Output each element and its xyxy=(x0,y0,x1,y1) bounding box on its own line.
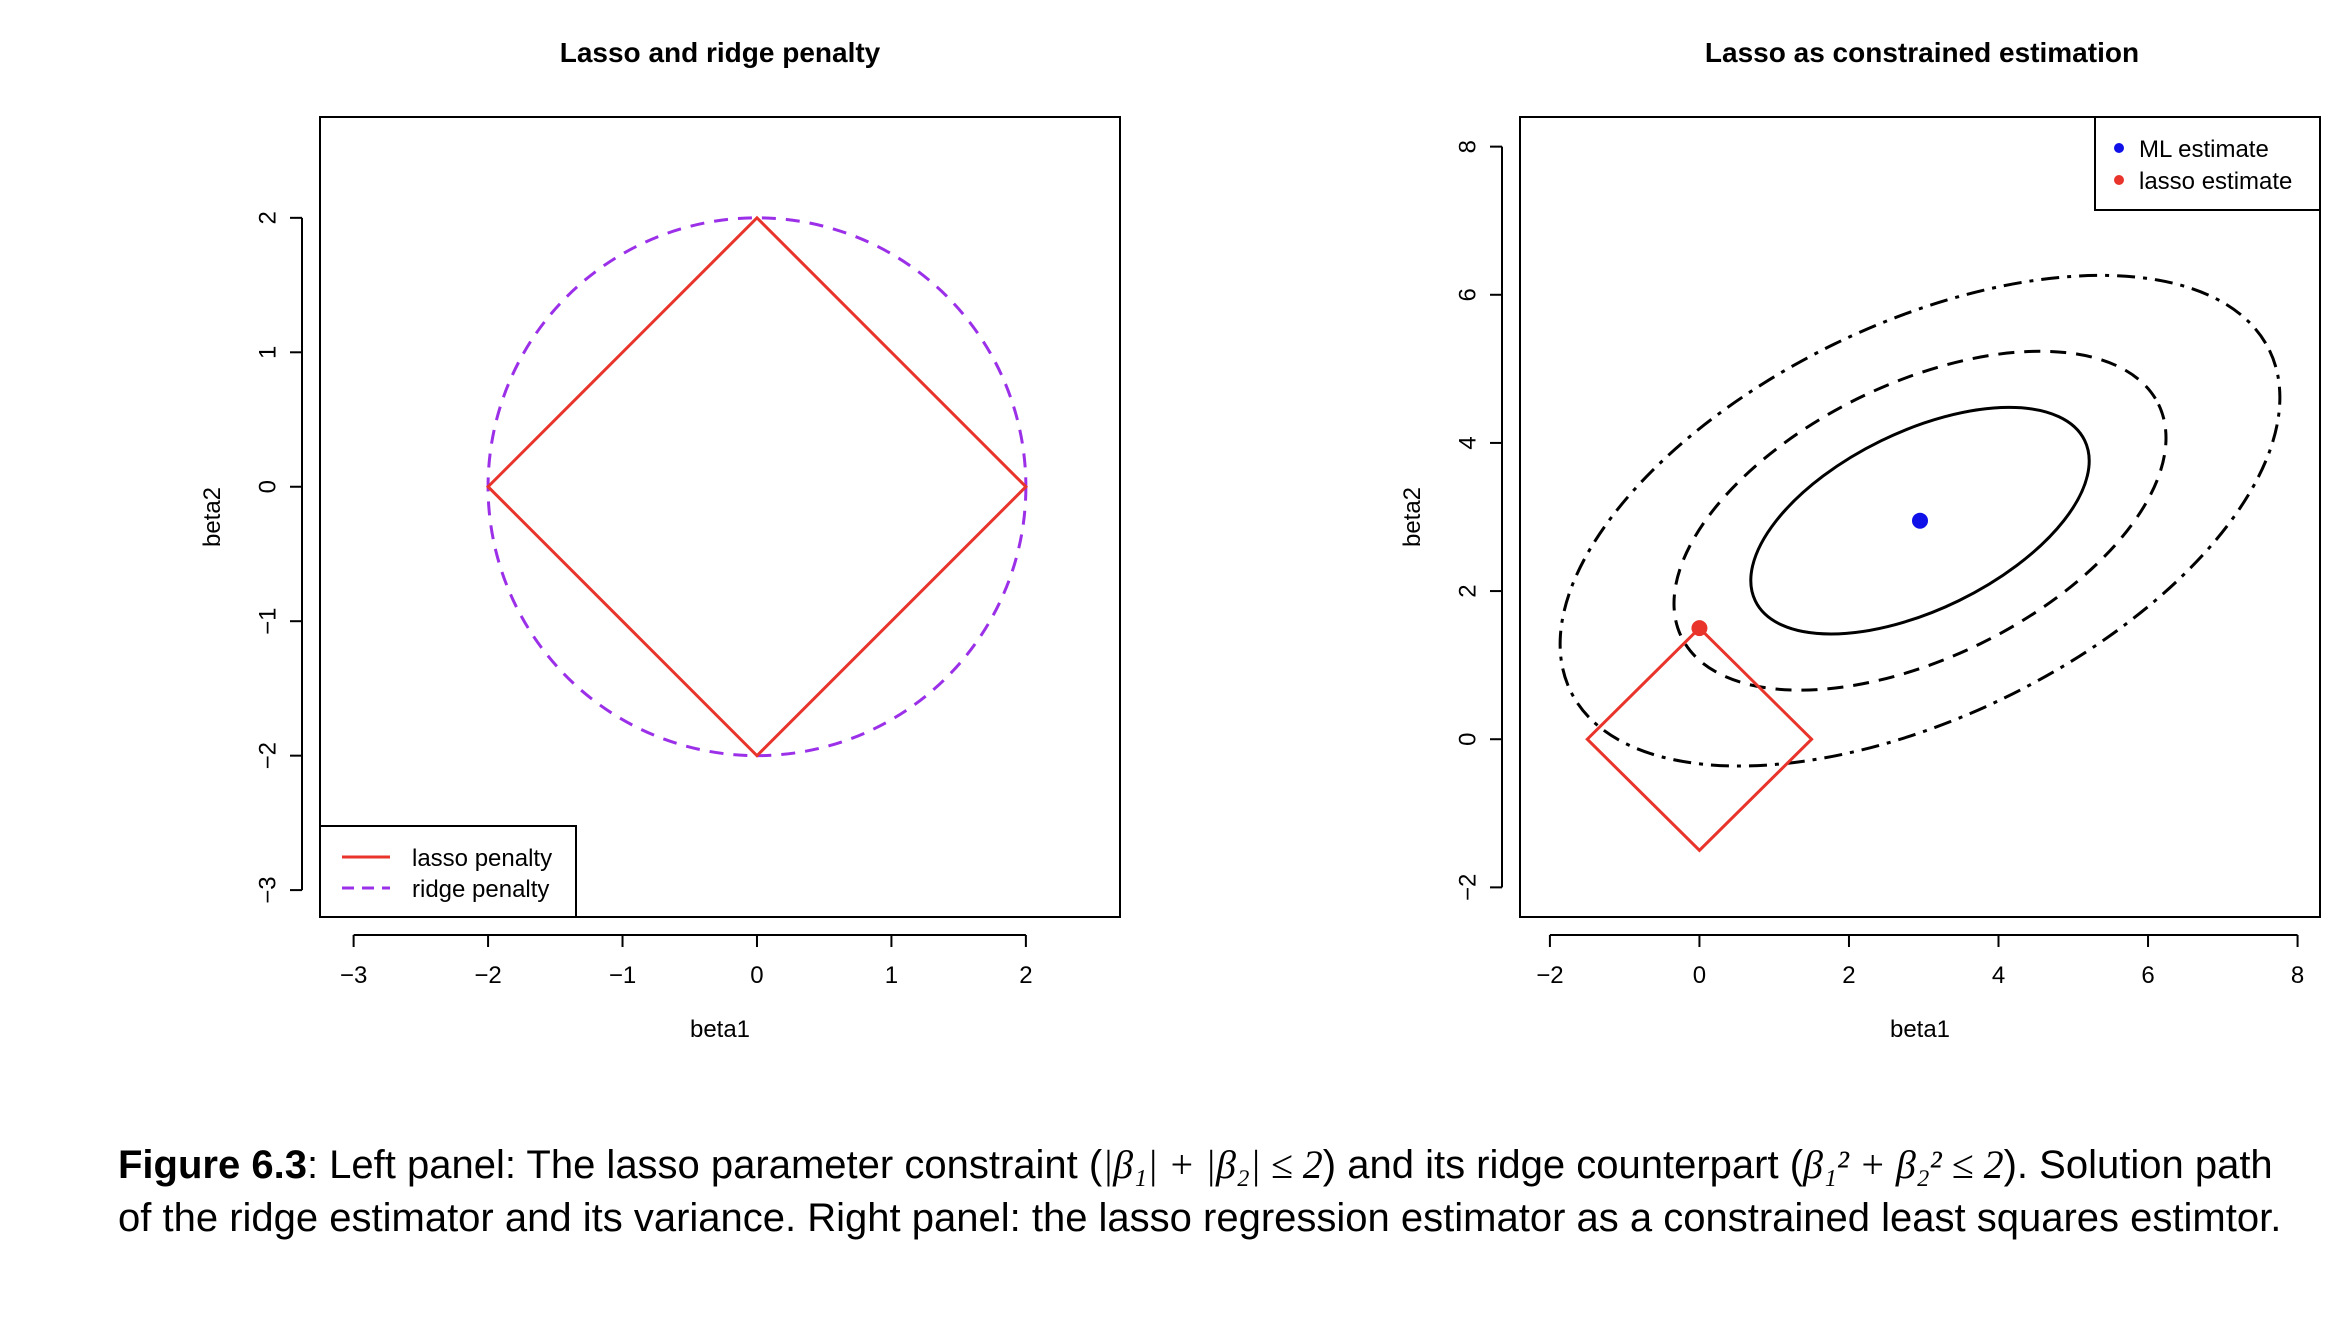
right-panel: Lasso as constrained estimation −2 0 2 4 6 8 … xyxy=(1399,37,2321,1043)
left-ytick-label-3: 0 xyxy=(255,480,282,493)
left-panel: Lasso and ridge penalty −3 −2 −1 0 1 2 −3 −2 −1… xyxy=(199,37,1121,1043)
left-y-axis: −3 −2 −1 0 1 2 xyxy=(255,211,303,904)
figure: Lasso and ridge penalty −3 −2 −1 0 1 2 −3 −2 −1… xyxy=(199,37,2321,1043)
right-x-axis: −2 0 2 4 6 8 xyxy=(1536,934,2304,989)
caption-text-1: : Left panel: The lasso parameter constr… xyxy=(306,1143,1103,1187)
lasso-penalty-diamond xyxy=(485,215,1029,758)
caption-math-1: |β₁| + |β₂| ≤ 2 xyxy=(1102,1142,1323,1187)
right-plot-frame xyxy=(1519,116,2321,918)
left-xtick-label-1: −2 xyxy=(474,962,501,989)
caption-text-2: ) and its ridge counterpart ( xyxy=(1322,1143,1804,1187)
right-y-axis: −2 0 2 4 6 8 xyxy=(1455,140,1503,901)
left-legend: lasso penalty ridge penalty xyxy=(319,825,577,918)
lasso-legend-label: lasso penalty xyxy=(412,845,552,872)
right-xtick-label-0: −2 xyxy=(1536,962,1563,989)
left-x-axis: −3 −2 −1 0 1 2 xyxy=(340,934,1033,989)
right-ytick-label-4: 6 xyxy=(1455,288,1482,301)
right-ytick-label-5: 8 xyxy=(1455,140,1482,153)
left-ytick-label-0: −3 xyxy=(255,876,282,903)
ml-estimate-point xyxy=(1912,512,1928,529)
lasso-constraint-diamond xyxy=(1585,625,1814,853)
right-ytick-label-3: 4 xyxy=(1455,436,1482,449)
figure-caption: Figure 6.3: Left panel: The lasso parame… xyxy=(118,1138,2298,1245)
left-legend-box xyxy=(319,825,577,918)
left-xtick-label-2: −1 xyxy=(609,962,636,989)
left-xtick-label-5: 2 xyxy=(1019,962,1032,989)
ridge-penalty-circle xyxy=(486,216,1028,758)
left-plot-frame xyxy=(319,116,1121,918)
left-ytick-label-1: −2 xyxy=(255,742,282,769)
lasso-estimate-legend-label: lasso estimate xyxy=(2139,168,2292,195)
caption-label: Figure 6.3 xyxy=(118,1143,307,1187)
right-xtick-label-4: 6 xyxy=(2141,962,2154,989)
right-y-label: beta2 xyxy=(1399,487,1426,547)
caption-math-2: β₁² + β₂² ≤ 2 xyxy=(1803,1142,2004,1187)
left-title: Lasso and ridge penalty xyxy=(560,37,881,68)
right-legend: ML estimate lasso estimate xyxy=(2094,116,2321,211)
left-xtick-label-0: −3 xyxy=(340,962,367,989)
lasso-legend-dot xyxy=(2114,175,2124,185)
contour-dashdot xyxy=(1558,273,2282,768)
lasso-estimate-point xyxy=(1691,620,1708,637)
left-ytick-label-5: 2 xyxy=(255,211,282,224)
right-ytick-label-2: 2 xyxy=(1455,584,1482,597)
right-xtick-label-1: 0 xyxy=(1693,962,1706,989)
ml-legend-label: ML estimate xyxy=(2139,136,2269,163)
right-xtick-label-3: 4 xyxy=(1992,962,2005,989)
left-ytick-label-2: −1 xyxy=(255,608,282,635)
ridge-legend-label: ridge penalty xyxy=(412,876,549,903)
right-xtick-label-5: 8 xyxy=(2291,962,2304,989)
left-x-label: beta1 xyxy=(690,1016,750,1043)
left-xtick-label-3: 0 xyxy=(750,962,763,989)
right-ytick-label-0: −2 xyxy=(1455,874,1482,901)
caption-text-3: ). Solution path of the ridge estimator … xyxy=(118,1143,2282,1240)
right-ytick-label-1: 0 xyxy=(1455,733,1482,746)
left-ytick-label-4: 1 xyxy=(255,346,282,359)
left-xtick-label-4: 1 xyxy=(885,962,898,989)
right-x-label: beta1 xyxy=(1890,1016,1950,1043)
right-title: Lasso as constrained estimation xyxy=(1705,37,2139,68)
contour-solid xyxy=(1749,405,2091,636)
right-legend-box xyxy=(2094,116,2321,211)
right-xtick-label-2: 2 xyxy=(1842,962,1855,989)
left-y-label: beta2 xyxy=(199,487,226,547)
ml-legend-dot xyxy=(2114,143,2124,153)
